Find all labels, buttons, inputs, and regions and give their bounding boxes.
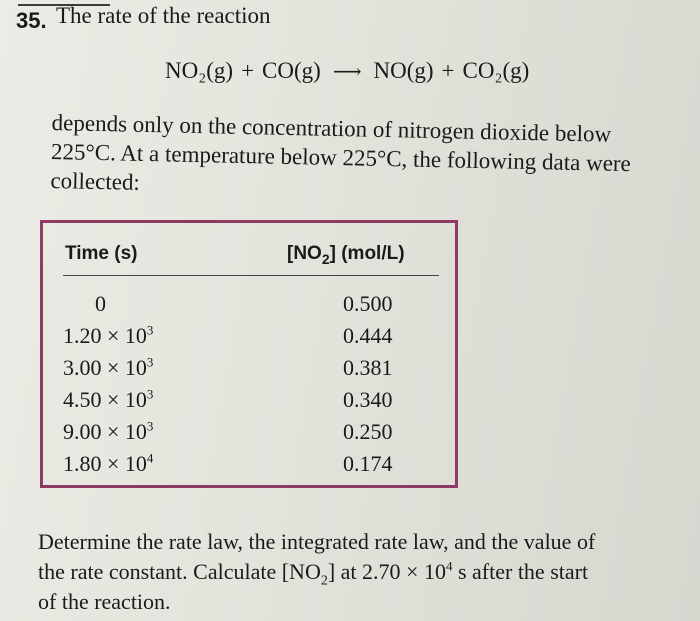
concentration-cell: 0.340 bbox=[343, 387, 393, 412]
chemical-equation: NO₂(g) + CO(g) ⟶ NO(g) + CO₂(g) bbox=[165, 58, 529, 84]
reactant-no2: NO₂(g) bbox=[165, 58, 234, 83]
question-line: the rate constant. Calculate [NO2] at 2.… bbox=[38, 558, 589, 589]
question-line: Determine the rate law, the integrated r… bbox=[38, 529, 596, 554]
time-cell: 1.80 × 104 bbox=[63, 450, 154, 476]
time-column-header: Time (s) bbox=[65, 243, 138, 264]
concentration-cell: 0.174 bbox=[343, 451, 393, 476]
question-text: Determine the rate law, the integrated r… bbox=[38, 527, 698, 617]
plus-sign: + bbox=[441, 58, 455, 83]
time-cell: 4.50 × 103 bbox=[63, 386, 154, 412]
concentration-cell: 0.381 bbox=[343, 355, 393, 380]
table-header: Time (s) [NO2] (mol/L) bbox=[43, 238, 455, 272]
problem-intro: The rate of the reaction bbox=[56, 3, 271, 28]
time-column: 0 1.20 × 103 3.00 × 103 4.50 × 103 9.00 … bbox=[63, 288, 153, 480]
concentration-cell: 0.444 bbox=[343, 323, 393, 348]
time-cell: 3.00 × 103 bbox=[63, 354, 154, 380]
concentration-cell: 0.250 bbox=[343, 419, 393, 444]
data-table: Time (s) [NO2] (mol/L) 0 1.20 × 103 3.00… bbox=[40, 220, 458, 488]
problem-number: 35. bbox=[16, 8, 47, 33]
concentration-column: 0.500 0.444 0.381 0.340 0.250 0.174 bbox=[343, 288, 393, 480]
problem-description: depends only on the concentration of nit… bbox=[50, 108, 692, 208]
top-rule bbox=[18, 4, 110, 6]
header-divider bbox=[63, 275, 439, 276]
concentration-column-header: [NO2] (mol/L) bbox=[287, 243, 405, 267]
product-no: NO(g) bbox=[373, 58, 434, 83]
reaction-arrow-icon: ⟶ bbox=[332, 61, 362, 83]
concentration-cell: 0.500 bbox=[343, 291, 393, 316]
time-cell: 1.20 × 103 bbox=[63, 322, 154, 348]
time-cell: 9.00 × 103 bbox=[63, 418, 154, 444]
time-cell: 0 bbox=[95, 291, 106, 316]
reactant-co: CO(g) bbox=[262, 58, 321, 83]
question-line: of the reaction. bbox=[38, 589, 171, 614]
product-co2: CO₂(g) bbox=[462, 58, 530, 83]
plus-sign: + bbox=[241, 58, 255, 83]
